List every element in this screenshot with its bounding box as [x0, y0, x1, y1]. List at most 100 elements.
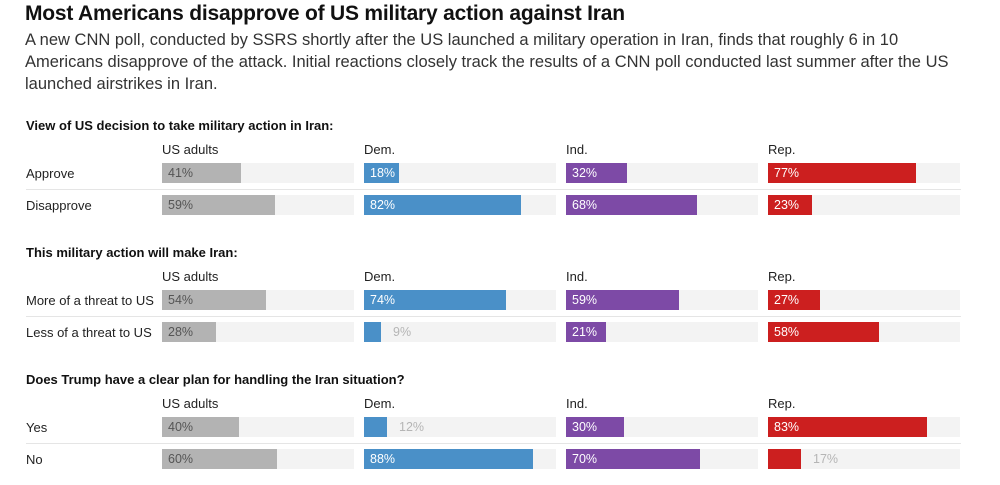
bar [566, 449, 700, 469]
column-header: Rep. [768, 396, 796, 411]
data-label: 70% [572, 452, 598, 466]
bar [566, 195, 697, 215]
data-label: 17% [813, 452, 839, 466]
column-header: Dem. [364, 142, 396, 157]
bar [566, 163, 627, 183]
column-header: Ind. [566, 396, 588, 411]
bar [162, 163, 241, 183]
chart-title: Most Americans disapprove of US military… [25, 2, 625, 25]
chart-panel-2: This military action will make Iran: US a… [0, 245, 1000, 355]
bar-track: 58% [768, 322, 960, 342]
bar-track: 60% [162, 449, 354, 469]
column-header: Rep. [768, 269, 796, 284]
column-header: US adults [162, 142, 219, 157]
bar [768, 195, 812, 215]
bar [566, 290, 679, 310]
bar-track: 30% [566, 417, 758, 437]
bar-track: 83% [768, 417, 960, 437]
bar [768, 290, 820, 310]
bar-track: 41% [162, 163, 354, 183]
bar-track: 70% [566, 449, 758, 469]
data-label: 82% [370, 198, 396, 212]
data-label: 12% [399, 420, 425, 434]
bar-track: 59% [162, 195, 354, 215]
row-divider [26, 316, 961, 317]
data-label: 32% [572, 166, 598, 180]
column-header: US adults [162, 396, 219, 411]
data-label: 59% [168, 198, 194, 212]
bar [162, 417, 239, 437]
data-label: 83% [774, 420, 800, 434]
column-header: Ind. [566, 142, 588, 157]
bar [768, 163, 916, 183]
bar [768, 417, 927, 437]
bar-track: 28% [162, 322, 354, 342]
bar [364, 449, 533, 469]
row-label: Approve [26, 166, 75, 181]
bar-track: 21% [566, 322, 758, 342]
data-label: 30% [572, 420, 598, 434]
data-label: 74% [370, 293, 396, 307]
row-divider [26, 443, 961, 444]
chart-subtitle: A new CNN poll, conducted by SSRS shortl… [25, 31, 949, 93]
row-label: More of a threat to US [26, 293, 154, 308]
bar-track: 18% [364, 163, 556, 183]
bar-track: 68% [566, 195, 758, 215]
chart-panel-1: View of US decision to take military act… [0, 118, 1000, 228]
data-label: 60% [168, 452, 194, 466]
bar-track: 9% [364, 322, 556, 342]
column-header: Ind. [566, 269, 588, 284]
bar-track: 27% [768, 290, 960, 310]
column-header: Dem. [364, 396, 396, 411]
bar [364, 290, 506, 310]
data-label: 58% [774, 325, 800, 339]
data-label: 59% [572, 293, 598, 307]
bar [364, 163, 399, 183]
bar [162, 449, 277, 469]
bar [566, 417, 624, 437]
data-label: 88% [370, 452, 396, 466]
bar [162, 195, 275, 215]
data-label: 77% [774, 166, 800, 180]
chart-panel-3: Does Trump have a clear plan for handlin… [0, 372, 1000, 482]
data-label: 54% [168, 293, 194, 307]
bar-track: 54% [162, 290, 354, 310]
bar [162, 322, 216, 342]
bar-track: 23% [768, 195, 960, 215]
bar [364, 322, 381, 342]
bar-track: 82% [364, 195, 556, 215]
bar [364, 417, 387, 437]
bar-track: 77% [768, 163, 960, 183]
bar-track: 88% [364, 449, 556, 469]
bar [364, 195, 521, 215]
column-header: US adults [162, 269, 219, 284]
data-label: 23% [774, 198, 800, 212]
bar-track: 17% [768, 449, 960, 469]
row-divider [26, 189, 961, 190]
bar [162, 290, 266, 310]
bar-track: 74% [364, 290, 556, 310]
data-label: 68% [572, 198, 598, 212]
data-label: 41% [168, 166, 194, 180]
panel-question: This military action will make Iran: [26, 245, 238, 260]
row-label: No [26, 452, 43, 467]
bar [768, 322, 879, 342]
row-label: Disapprove [26, 198, 92, 213]
data-label: 21% [572, 325, 598, 339]
column-header: Rep. [768, 142, 796, 157]
bar-track: 12% [364, 417, 556, 437]
data-label: 18% [370, 166, 396, 180]
panel-question: Does Trump have a clear plan for handlin… [26, 372, 405, 387]
data-label: 27% [774, 293, 800, 307]
bar [566, 322, 606, 342]
panel-question: View of US decision to take military act… [26, 118, 334, 133]
bar-track: 40% [162, 417, 354, 437]
data-label: 28% [168, 325, 194, 339]
row-label: Less of a threat to US [26, 325, 152, 340]
bar-track: 59% [566, 290, 758, 310]
data-label: 9% [393, 325, 412, 339]
data-label: 40% [168, 420, 194, 434]
bar-track: 32% [566, 163, 758, 183]
bar [768, 449, 801, 469]
column-header: Dem. [364, 269, 396, 284]
